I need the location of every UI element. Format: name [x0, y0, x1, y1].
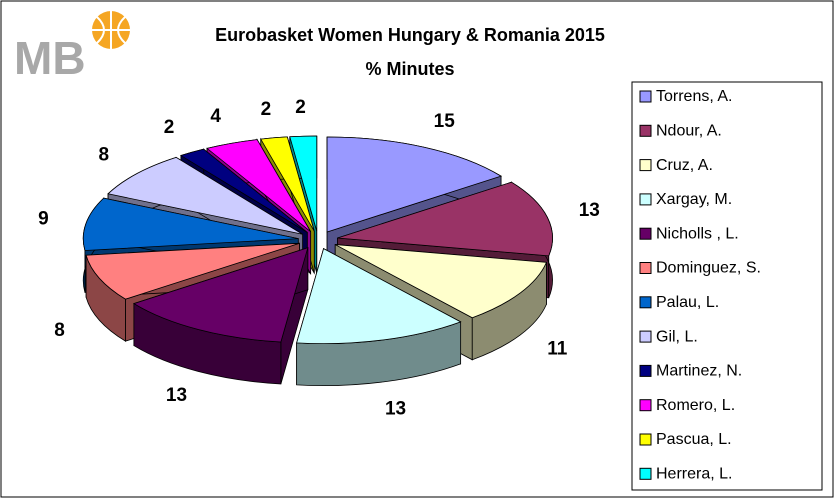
pie-slice	[107, 156, 303, 235]
pie	[82, 135, 553, 387]
legend-label: Palau, L.	[656, 294, 719, 311]
pie-slice	[337, 181, 553, 257]
data-label: 11	[547, 338, 568, 359]
data-label: 2	[261, 99, 272, 120]
pie-slice	[82, 197, 299, 251]
pie-slice-group	[132, 247, 309, 385]
legend-label: Dominguez, S.	[656, 260, 761, 277]
legend-swatch	[639, 467, 652, 480]
legend-swatch	[639, 330, 652, 343]
logo: MB	[14, 32, 86, 84]
data-label: 15	[434, 111, 456, 132]
pie-slice-group	[296, 247, 462, 387]
legend-swatch	[639, 262, 652, 274]
legend-label: Herrera, L.	[656, 466, 732, 483]
legend-label: Xargay, M.	[656, 191, 732, 208]
legend-label: Torrens, A.	[656, 88, 732, 105]
legend-label: Pascua, L.	[656, 431, 732, 448]
legend-label: Ndour, A.	[656, 123, 722, 140]
legend-swatch	[639, 159, 652, 172]
legend-box	[631, 81, 823, 491]
legend-label: Gil, L.	[656, 328, 698, 345]
data-label: 13	[385, 398, 406, 419]
pie-slice	[132, 247, 309, 343]
data-label: 13	[579, 200, 600, 221]
data-label: 8	[54, 320, 65, 341]
pie-slice	[326, 136, 502, 233]
pie-slice	[206, 139, 311, 232]
logo-ball-lines	[92, 11, 130, 49]
data-label: 13	[166, 385, 187, 406]
pie-slice	[179, 148, 308, 233]
legend-label: Nicholls , L.	[656, 225, 739, 242]
legend-label: Romero, L.	[656, 397, 735, 414]
chart-title: Eurobasket Women Hungary & Romania 2015	[215, 25, 605, 45]
legend-label: Cruz, A.	[656, 157, 713, 174]
legend-swatch	[639, 227, 652, 240]
legend-swatch	[639, 364, 652, 377]
chart-subtitle: % Minutes	[365, 59, 454, 79]
data-label: 4	[210, 106, 221, 127]
pie-slice	[85, 242, 300, 300]
data-label: 8	[99, 145, 110, 166]
data-label: 2	[295, 97, 306, 118]
legend-swatch	[639, 399, 652, 412]
pie-slice	[289, 135, 318, 232]
pie-slice	[296, 248, 462, 345]
pie-slice	[335, 244, 547, 319]
legend-label: Martinez, N.	[656, 363, 742, 380]
data-label: 9	[38, 208, 49, 229]
pie-slice	[260, 136, 315, 232]
data-label: 2	[164, 117, 175, 138]
legend-swatch	[639, 124, 652, 137]
legend-swatch	[639, 433, 652, 446]
legend-swatch	[639, 296, 652, 309]
legend-swatch	[639, 90, 652, 103]
legend-swatch	[639, 193, 652, 206]
